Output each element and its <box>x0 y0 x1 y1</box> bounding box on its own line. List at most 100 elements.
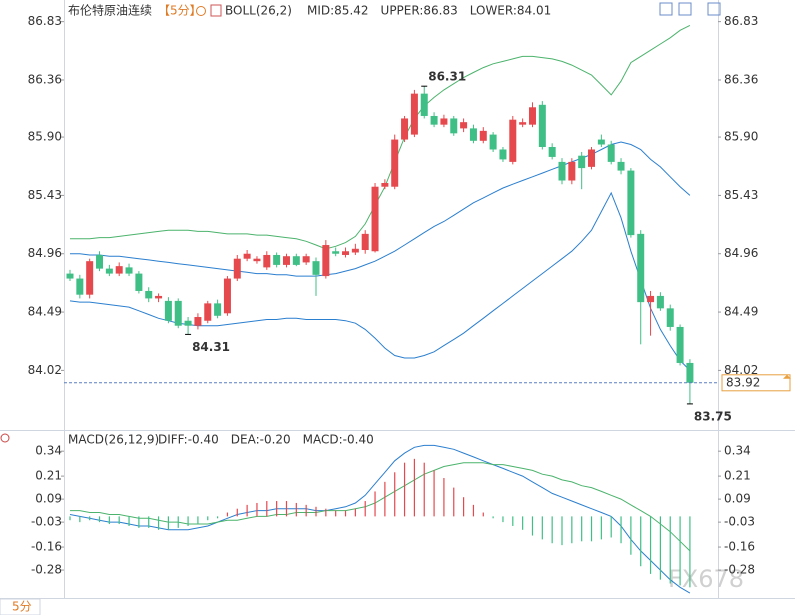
candle-body <box>105 268 113 274</box>
candle-body <box>637 233 645 303</box>
tool-icon[interactable] <box>678 2 692 16</box>
settings-icon[interactable] <box>0 433 10 443</box>
candle-body <box>273 254 281 265</box>
last-price-arrow <box>783 374 791 379</box>
y-tick-label-right: 0.09 <box>724 492 751 506</box>
y-tick-label: 86.36 <box>28 72 62 86</box>
y-tick-label-right: 84.49 <box>724 305 758 319</box>
legend-entry: MID:85.42 <box>307 4 369 18</box>
candle-body <box>145 290 153 299</box>
y-tick-label-right: 84.02 <box>724 363 758 377</box>
candle-body <box>469 128 477 141</box>
y-tick-label-right: -0.03 <box>724 515 755 529</box>
candle-body <box>450 118 458 134</box>
y-tick-label-right: 0.21 <box>724 469 751 483</box>
candle-body <box>302 256 310 263</box>
candle-body <box>440 118 448 125</box>
candle-body <box>597 139 605 145</box>
y-tick-label-right: 0.34 <box>724 444 751 458</box>
toolbar[interactable] <box>659 2 721 16</box>
candle-body <box>184 320 192 326</box>
candle-body <box>430 115 438 125</box>
candle-body <box>292 256 300 265</box>
candle-body <box>361 233 369 251</box>
extreme-label: 86.31 <box>428 70 466 84</box>
candle-body <box>420 93 428 116</box>
legend-entry: MACD:-0.40 <box>303 433 374 447</box>
candle-body <box>371 186 379 252</box>
candle-body <box>223 278 231 314</box>
y-tick-label: 0.09 <box>35 492 62 506</box>
y-tick-label: 0.21 <box>35 469 62 483</box>
period-box[interactable] <box>0 598 41 615</box>
candle-body <box>666 308 674 327</box>
legend-entry: UPPER:86.83 <box>381 4 458 18</box>
candle-body <box>479 130 487 141</box>
candle-body <box>538 104 546 147</box>
candle-body <box>381 182 389 187</box>
candle-body <box>86 261 94 295</box>
candle-body <box>322 245 330 277</box>
y-tick-label: 86.83 <box>28 14 62 28</box>
candle-body <box>351 248 359 253</box>
candle-body <box>194 317 202 326</box>
tool-icon[interactable] <box>707 2 721 16</box>
candle-body <box>460 122 468 129</box>
period-icon[interactable] <box>196 6 206 16</box>
tool-icon[interactable] <box>659 2 673 16</box>
candle-body <box>204 303 212 321</box>
candle-body <box>214 303 222 316</box>
candle-body <box>76 278 84 295</box>
candle-body <box>66 273 74 279</box>
last-price-box <box>721 374 791 392</box>
bollinger-line <box>70 141 691 277</box>
candle-body <box>528 107 536 125</box>
candle-body <box>155 295 163 299</box>
candle-body <box>263 254 271 268</box>
candle-body <box>617 161 625 171</box>
bollinger-line <box>69 191 691 371</box>
footer-period[interactable]: 5分 <box>12 600 32 614</box>
y-tick-label-right: 85.43 <box>724 188 758 202</box>
indicator-label: BOLL(26,2) <box>225 4 292 18</box>
legend-entry: DIFF:-0.40 <box>158 433 219 447</box>
y-tick-label: 85.90 <box>28 130 62 144</box>
indicator-icon[interactable] <box>210 4 222 17</box>
y-tick-label-right: 84.96 <box>724 246 758 260</box>
y-tick-label-right: -0.28 <box>724 563 755 577</box>
candle-body <box>135 273 143 291</box>
chart-title: 布伦特原油连续 <box>68 3 152 18</box>
macd-line <box>70 462 691 552</box>
candle-body <box>115 266 123 274</box>
y-tick-label-right: 85.90 <box>724 130 758 144</box>
legend-entry: LOWER:84.01 <box>470 4 552 18</box>
candle-body <box>509 119 517 162</box>
y-tick-label-right: 86.83 <box>724 14 758 28</box>
candle-body <box>410 93 418 135</box>
y-tick-label: 0.34 <box>35 444 62 458</box>
y-tick-label: -0.16 <box>31 540 62 554</box>
y-tick-label: 84.02 <box>28 363 62 377</box>
candle-body <box>401 118 409 140</box>
candle-body <box>627 170 635 236</box>
candle-body <box>125 267 133 274</box>
candle-body <box>332 251 340 254</box>
last-price-label: 83.92 <box>726 375 760 389</box>
candle-body <box>282 256 290 265</box>
y-tick-label: -0.28 <box>31 563 62 577</box>
period-label[interactable]: 【5分】 <box>158 4 202 18</box>
bollinger-line <box>70 24 691 250</box>
candle-body <box>391 139 399 187</box>
y-tick-label: 85.43 <box>28 188 62 202</box>
candle-body <box>233 258 241 279</box>
macd-title: MACD(26,12,9) <box>68 433 159 447</box>
legend-entry: DEA:-0.20 <box>231 433 291 447</box>
candle-body <box>243 253 251 259</box>
candle-body <box>568 161 576 181</box>
candle-body <box>578 155 586 169</box>
candle-body <box>588 149 596 167</box>
candle-body <box>647 295 655 303</box>
candle-body <box>676 326 684 363</box>
y-tick-label: 84.49 <box>28 305 62 319</box>
